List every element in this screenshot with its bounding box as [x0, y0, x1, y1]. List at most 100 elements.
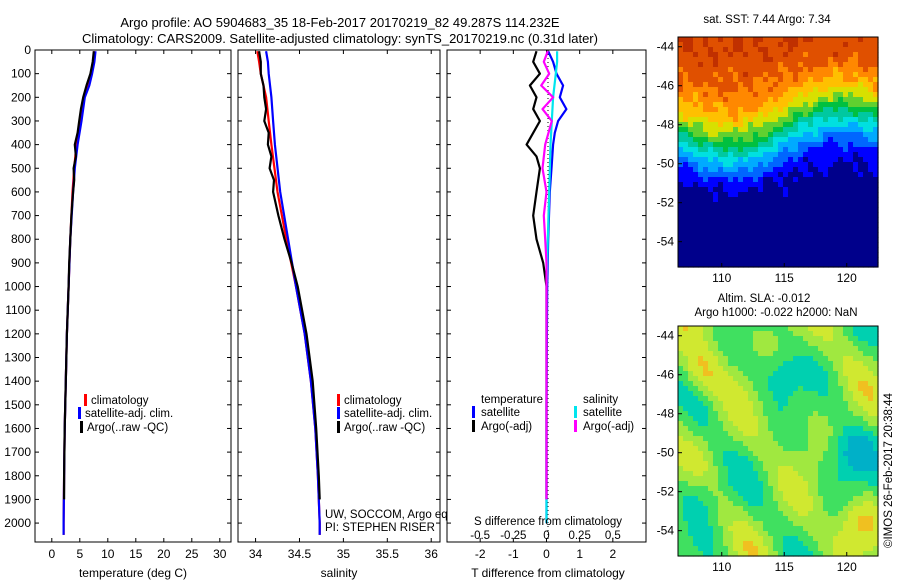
legend-swatch-argo: [337, 421, 340, 433]
map-cell: [753, 62, 759, 68]
map-cell: [723, 62, 729, 68]
map-cell: [863, 257, 869, 263]
map-cell: [828, 326, 834, 332]
map-cell: [813, 82, 819, 88]
map-cell: [798, 147, 804, 153]
map-cell: [808, 516, 814, 522]
map-cell: [688, 356, 694, 362]
map-cell: [683, 501, 689, 507]
map-cell: [868, 62, 874, 68]
map-cell: [768, 431, 774, 437]
map-cell: [763, 526, 769, 532]
map-cell: [708, 446, 714, 452]
map-cell: [798, 117, 804, 123]
map-cell: [748, 57, 754, 63]
map-cell: [858, 252, 864, 258]
map-cell: [803, 546, 809, 552]
map-cell: [723, 242, 729, 248]
map-cell: [693, 142, 699, 148]
map-cell: [823, 511, 829, 517]
map-cell: [703, 521, 709, 527]
map-cell: [798, 182, 804, 188]
map-cell: [818, 336, 824, 342]
map-cell: [813, 341, 819, 347]
map-cell: [758, 331, 764, 337]
map-cell: [838, 262, 844, 268]
map-cell: [858, 371, 864, 377]
map-cell: [688, 67, 694, 73]
map-cell: [823, 326, 829, 332]
map-cell: [848, 426, 854, 432]
map-cell: [828, 247, 834, 253]
map-cell: [738, 142, 744, 148]
map-cell: [763, 331, 769, 337]
map-cell: [738, 232, 744, 238]
map-cell: [868, 426, 874, 432]
map-cell: [778, 456, 784, 462]
depth-tick-label: 1000: [4, 280, 31, 294]
map-cell: [708, 222, 714, 228]
map-cell: [693, 371, 699, 377]
map-cell: [833, 37, 839, 43]
map-cell: [838, 182, 844, 188]
map-cell: [768, 336, 774, 342]
map-cell: [843, 346, 849, 352]
map-cell: [768, 102, 774, 108]
map-cell: [823, 242, 829, 248]
map-cell: [733, 331, 739, 337]
map-cell: [823, 506, 829, 512]
map-cell: [743, 351, 749, 357]
map-cell: [713, 531, 719, 537]
map-cell: [788, 526, 794, 532]
map-cell: [833, 531, 839, 537]
map-cell: [813, 162, 819, 168]
map-cell: [713, 536, 719, 542]
map-cell: [793, 87, 799, 93]
map-cell: [868, 486, 874, 492]
map-cell: [753, 506, 759, 512]
map-cell: [808, 82, 814, 88]
map-cell: [688, 117, 694, 123]
map-cell: [713, 187, 719, 193]
map-cell: [858, 247, 864, 253]
map-cell: [798, 356, 804, 362]
map-cell: [698, 97, 704, 103]
map-cell: [873, 436, 879, 442]
map-cell: [823, 346, 829, 352]
map-cell: [703, 536, 709, 542]
map-cell: [853, 252, 859, 258]
map-cell: [843, 52, 849, 58]
map-cell: [743, 47, 749, 53]
depth-tick-label: 200: [11, 90, 31, 104]
map-cell: [738, 456, 744, 462]
map-cell: [828, 471, 834, 477]
map-cell: [738, 127, 744, 133]
map-cell: [738, 77, 744, 83]
map-cell: [753, 526, 759, 532]
map-cell: [808, 252, 814, 258]
map-cell: [718, 421, 724, 427]
sst-heatmap: [678, 37, 879, 268]
map-cell: [688, 331, 694, 337]
map-cell: [868, 247, 874, 253]
map-cell: [813, 202, 819, 208]
map-cell: [733, 57, 739, 63]
map-cell: [763, 97, 769, 103]
map-cell: [813, 536, 819, 542]
map-cell: [723, 252, 729, 258]
map-cell: [803, 361, 809, 367]
map-cell: [788, 531, 794, 537]
map-cell: [708, 137, 714, 143]
map-cell: [783, 346, 789, 352]
map-cell: [738, 37, 744, 43]
map-cell: [683, 77, 689, 83]
map-cell: [798, 242, 804, 248]
map-cell: [768, 351, 774, 357]
map-cell: [693, 496, 699, 502]
map-cell: [773, 331, 779, 337]
map-cell: [738, 132, 744, 138]
map-cell: [808, 346, 814, 352]
map-cell: [748, 406, 754, 412]
map-cell: [843, 82, 849, 88]
map-cell: [698, 326, 704, 332]
